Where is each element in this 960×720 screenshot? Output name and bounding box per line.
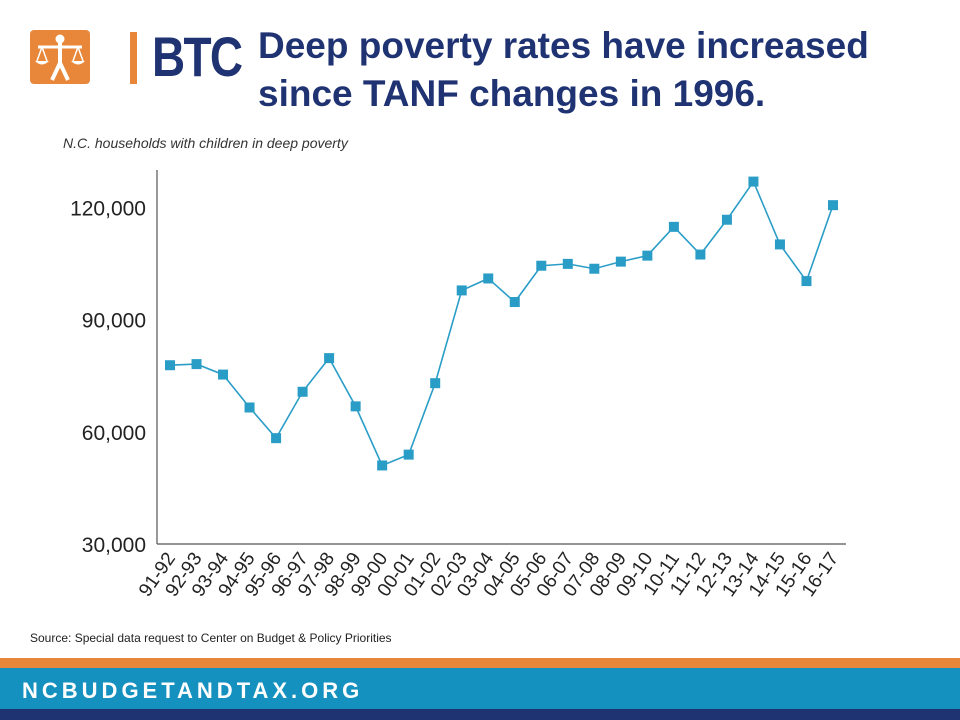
data-point <box>774 239 785 250</box>
data-point <box>297 386 308 397</box>
y-tick-label: 90,000 <box>82 310 146 333</box>
logo-text: BTC <box>152 25 243 88</box>
data-point <box>562 258 573 269</box>
data-point <box>801 276 812 287</box>
data-point <box>377 460 388 471</box>
y-tick-label: 120,000 <box>70 197 146 220</box>
data-point <box>483 273 494 284</box>
series-line <box>169 179 834 467</box>
y-tick-label: 30,000 <box>82 534 146 557</box>
line-chart: 30,00060,00090,000120,00091-9292-9393-94… <box>70 170 846 601</box>
data-point <box>828 200 838 211</box>
data-point <box>589 263 600 274</box>
data-point <box>748 176 759 187</box>
footer-base-stripe <box>0 709 960 720</box>
data-point <box>456 285 467 296</box>
data-point <box>668 221 679 232</box>
data-point <box>721 214 732 225</box>
chart-title: N.C. households with children in deep po… <box>63 135 348 151</box>
data-point <box>244 402 255 413</box>
data-point <box>191 359 202 370</box>
footer-accent-stripe <box>0 658 960 668</box>
source-note: Source: Special data request to Center o… <box>30 631 392 645</box>
data-point <box>350 401 361 412</box>
slide-title: Deep poverty rates have increased since … <box>258 25 869 114</box>
data-point <box>695 249 706 260</box>
data-point <box>536 260 547 271</box>
data-point <box>324 353 335 364</box>
y-tick-label: 60,000 <box>82 422 146 445</box>
footer-url[interactable]: NCBUDGETANDTAX.ORG <box>22 678 364 703</box>
footer-band <box>0 668 960 709</box>
btc-logo: BTC <box>30 25 243 88</box>
data-point <box>642 250 653 261</box>
logo-divider-bar <box>130 32 137 84</box>
scales-of-justice-person-icon <box>30 30 90 84</box>
data-point <box>509 297 520 308</box>
data-point <box>615 256 626 267</box>
data-point <box>430 378 441 389</box>
data-point <box>218 369 229 380</box>
data-point <box>403 449 414 460</box>
data-point <box>165 360 175 371</box>
data-point <box>271 433 282 444</box>
